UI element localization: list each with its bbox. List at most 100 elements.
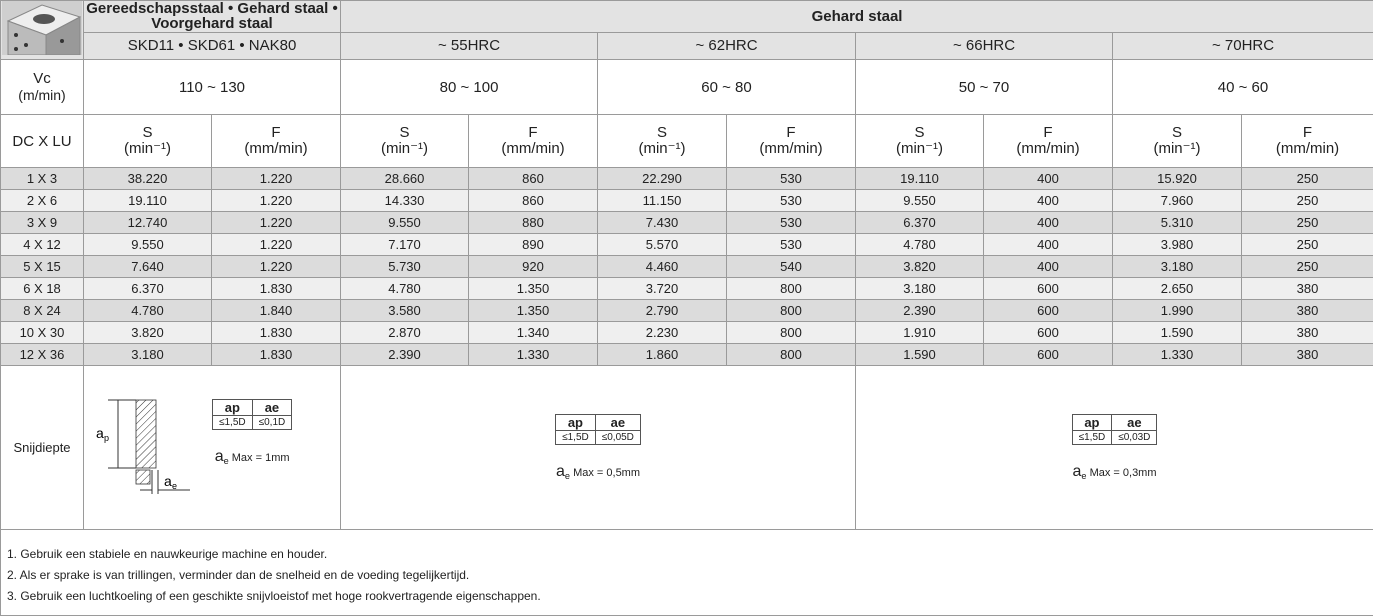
ae-symbol: a xyxy=(556,463,565,480)
s-symbol: S xyxy=(1113,125,1241,141)
cell-value: 380 xyxy=(1242,300,1373,322)
cell-value: 5.570 xyxy=(598,234,727,256)
ap-head: ap xyxy=(213,399,253,415)
row-label: 4 X 12 xyxy=(1,234,84,256)
cell-value: 3.180 xyxy=(1113,256,1242,278)
cell-value: 1.330 xyxy=(469,344,598,366)
cell-value: 250 xyxy=(1242,168,1373,190)
cell-value: 5.310 xyxy=(1113,212,1242,234)
s-header: S(min⁻¹) xyxy=(1113,115,1242,168)
cell-value: 3.580 xyxy=(341,300,469,322)
s-header: S(min⁻¹) xyxy=(856,115,984,168)
cell-value: 1.350 xyxy=(469,300,598,322)
cell-value: 600 xyxy=(984,344,1113,366)
ae-symbol: a xyxy=(164,473,172,489)
cell-value: 250 xyxy=(1242,234,1373,256)
vc-value: 110 ~ 130 xyxy=(84,60,341,115)
vc-value: 60 ~ 80 xyxy=(598,60,856,115)
cell-value: 890 xyxy=(469,234,598,256)
cell-value: 14.330 xyxy=(341,190,469,212)
f-unit: (mm/min) xyxy=(469,141,597,157)
cell-value: 1.990 xyxy=(1113,300,1242,322)
cell-value: 2.790 xyxy=(598,300,727,322)
group-title-text: Gereedschapsstaal • Gehard staal • Voorg… xyxy=(86,1,337,33)
depth-value-row: ≤1,5D≤0,05D xyxy=(556,430,641,444)
cell-value: 540 xyxy=(727,256,856,278)
cell-value: 800 xyxy=(727,322,856,344)
cell-value: 6.370 xyxy=(856,212,984,234)
s-symbol: S xyxy=(598,125,726,141)
ae-value: ≤0,03D xyxy=(1112,430,1157,444)
cell-value: 2.870 xyxy=(341,322,469,344)
cell-value: 3.820 xyxy=(84,322,212,344)
ae-symbol: a xyxy=(215,448,224,465)
cell-value: 2.230 xyxy=(598,322,727,344)
vc-value: 80 ~ 100 xyxy=(341,60,598,115)
f-header: F(mm/min) xyxy=(727,115,856,168)
header-icon xyxy=(1,1,84,60)
s-unit: (min⁻¹) xyxy=(341,141,468,157)
cell-value: 800 xyxy=(727,344,856,366)
cell-value: 7.170 xyxy=(341,234,469,256)
f-symbol: F xyxy=(212,125,340,141)
f-symbol: F xyxy=(727,125,855,141)
hardness: ~ 66HRC xyxy=(856,32,1113,59)
cell-value: 11.150 xyxy=(598,190,727,212)
ap-value: ≤1,5D xyxy=(1072,430,1112,444)
ae-max-text: Max = 0,5mm xyxy=(573,467,640,479)
ap-head: ap xyxy=(1072,414,1112,430)
cell-value: 380 xyxy=(1242,278,1373,300)
ap-value: ≤1,5D xyxy=(556,430,596,444)
cell-value: 15.920 xyxy=(1113,168,1242,190)
row-label: 12 X 36 xyxy=(1,344,84,366)
group-title: Gehard staal xyxy=(341,1,1373,33)
cell-value: 1.330 xyxy=(1113,344,1242,366)
table-row: 1. Gebruik een stabiele en nauwkeurige m… xyxy=(1,530,1373,616)
tool-icon xyxy=(2,1,82,55)
cell-value: 530 xyxy=(727,168,856,190)
table-row: Gereedschapsstaal • Gehard staal • Voorg… xyxy=(1,1,1373,33)
cell-value: 400 xyxy=(984,168,1113,190)
hardness: ~ 62HRC xyxy=(598,32,856,59)
cell-value: 600 xyxy=(984,300,1113,322)
s-symbol: S xyxy=(856,125,983,141)
cell-value: 3.820 xyxy=(856,256,984,278)
cell-value: 1.830 xyxy=(212,322,341,344)
ae-subscript: e xyxy=(1081,471,1086,481)
note: 1. Gebruik een stabiele en nauwkeurige m… xyxy=(7,544,1373,565)
ae-subscript: e xyxy=(224,456,229,466)
cell-value: 1.220 xyxy=(212,168,341,190)
f-symbol: F xyxy=(1242,125,1373,141)
f-symbol: F xyxy=(469,125,597,141)
cell-value: 4.780 xyxy=(84,300,212,322)
cell-value: 3.980 xyxy=(1113,234,1242,256)
cell-value: 250 xyxy=(1242,212,1373,234)
note: 2. Als er sprake is van trillingen, verm… xyxy=(7,565,1373,586)
cell-value: 4.780 xyxy=(856,234,984,256)
ap-symbol: a xyxy=(96,425,104,441)
cell-value: 400 xyxy=(984,212,1113,234)
cell-value: 9.550 xyxy=(84,234,212,256)
f-unit: (mm/min) xyxy=(727,141,855,157)
ae-max: ae Max = 0,5mm xyxy=(555,463,641,481)
cell-value: 2.390 xyxy=(856,300,984,322)
f-header: F(mm/min) xyxy=(1242,115,1373,168)
vc-label-text: Vc xyxy=(1,71,83,87)
s-header: S(min⁻¹) xyxy=(84,115,212,168)
ae-max: ae Max = 0,3mm xyxy=(1072,463,1158,481)
